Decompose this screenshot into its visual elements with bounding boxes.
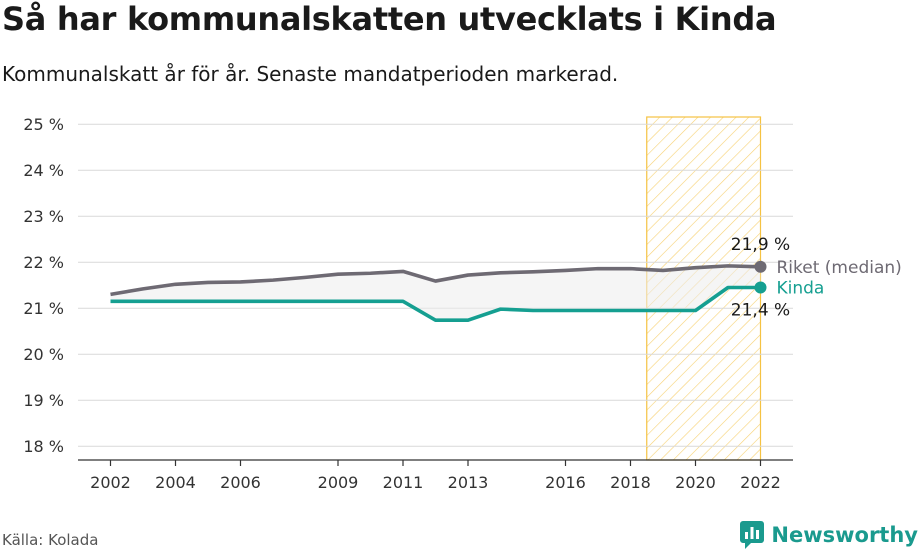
chart-title: Så har kommunalskatten utvecklats i Kind…	[2, 0, 777, 38]
x-tick-label: 2013	[448, 473, 489, 492]
x-tick-label: 2016	[545, 473, 586, 492]
newsworthy-logo: Newsworthy	[739, 520, 918, 550]
x-tick-label: 2020	[675, 473, 716, 492]
source-note: Källa: Kolada	[2, 531, 99, 549]
legend-label-riket: Riket (median)	[777, 258, 902, 278]
y-tick-label: 20 %	[23, 345, 64, 364]
y-tick-label: 25 %	[23, 115, 64, 134]
end-point-kinda	[754, 281, 767, 294]
x-tick-label: 2018	[610, 473, 651, 492]
y-tick-label: 22 %	[23, 253, 64, 272]
x-tick-label: 2006	[220, 473, 261, 492]
newsworthy-logo-text: Newsworthy	[771, 523, 918, 547]
x-tick-label: 2022	[740, 473, 781, 492]
newsworthy-logo-icon	[740, 521, 765, 549]
y-tick-label: 21 %	[23, 299, 64, 318]
series-line-riket-median	[110, 264, 761, 297]
y-tick-label: 24 %	[23, 161, 64, 180]
end-value-label-kinda: 21,4 %	[731, 301, 790, 321]
y-tick-label: 18 %	[23, 437, 64, 456]
x-tick-label: 2011	[383, 473, 424, 492]
legend-label-kinda: Kinda	[777, 279, 825, 299]
series-line-kinda	[110, 285, 761, 322]
x-tick-label: 2009	[318, 473, 359, 492]
x-tick-label: 2002	[90, 473, 131, 492]
x-tick-label: 2004	[155, 473, 196, 492]
series-gap-area	[110, 265, 761, 321]
end-value-label-riket: 21,9 %	[731, 235, 790, 255]
y-tick-label: 23 %	[23, 207, 64, 226]
end-point-riket-median	[754, 260, 767, 273]
chart-subtitle: Kommunalskatt år för år. Senaste mandatp…	[2, 62, 619, 86]
y-tick-label: 19 %	[23, 391, 64, 410]
